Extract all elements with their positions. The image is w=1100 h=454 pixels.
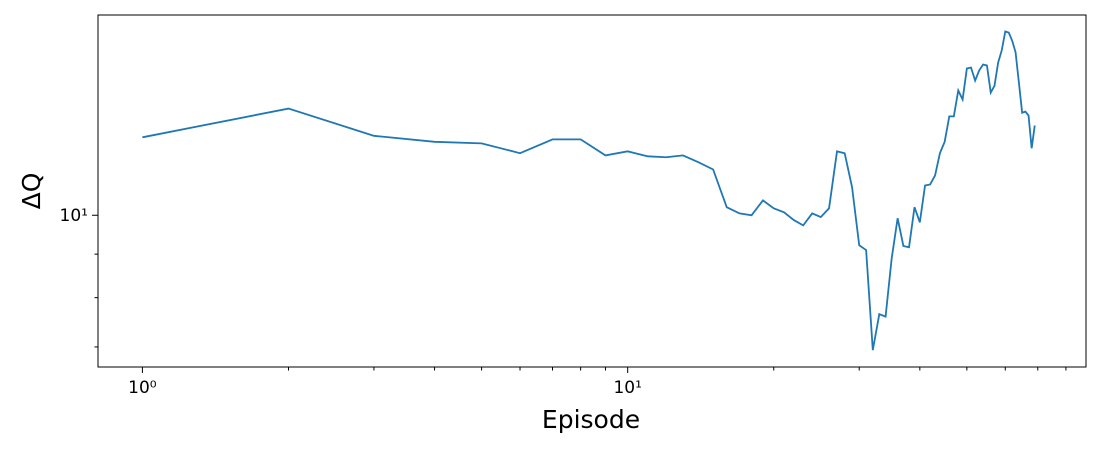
y-axis-label: ΔQ: [17, 173, 46, 210]
line-series: [142, 30, 1036, 351]
x-axis-label: Episode: [542, 405, 640, 434]
plot-frame: [97, 14, 1087, 368]
x-tick-label: 10¹: [613, 378, 641, 398]
y-tick-label: 10¹: [60, 206, 88, 226]
x-tick-label: 10⁰: [128, 378, 157, 398]
